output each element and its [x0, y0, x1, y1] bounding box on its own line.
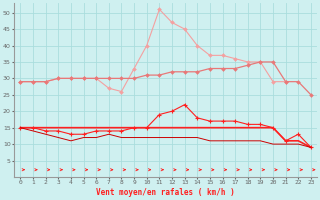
X-axis label: Vent moyen/en rafales ( km/h ): Vent moyen/en rafales ( km/h ) — [96, 188, 235, 197]
